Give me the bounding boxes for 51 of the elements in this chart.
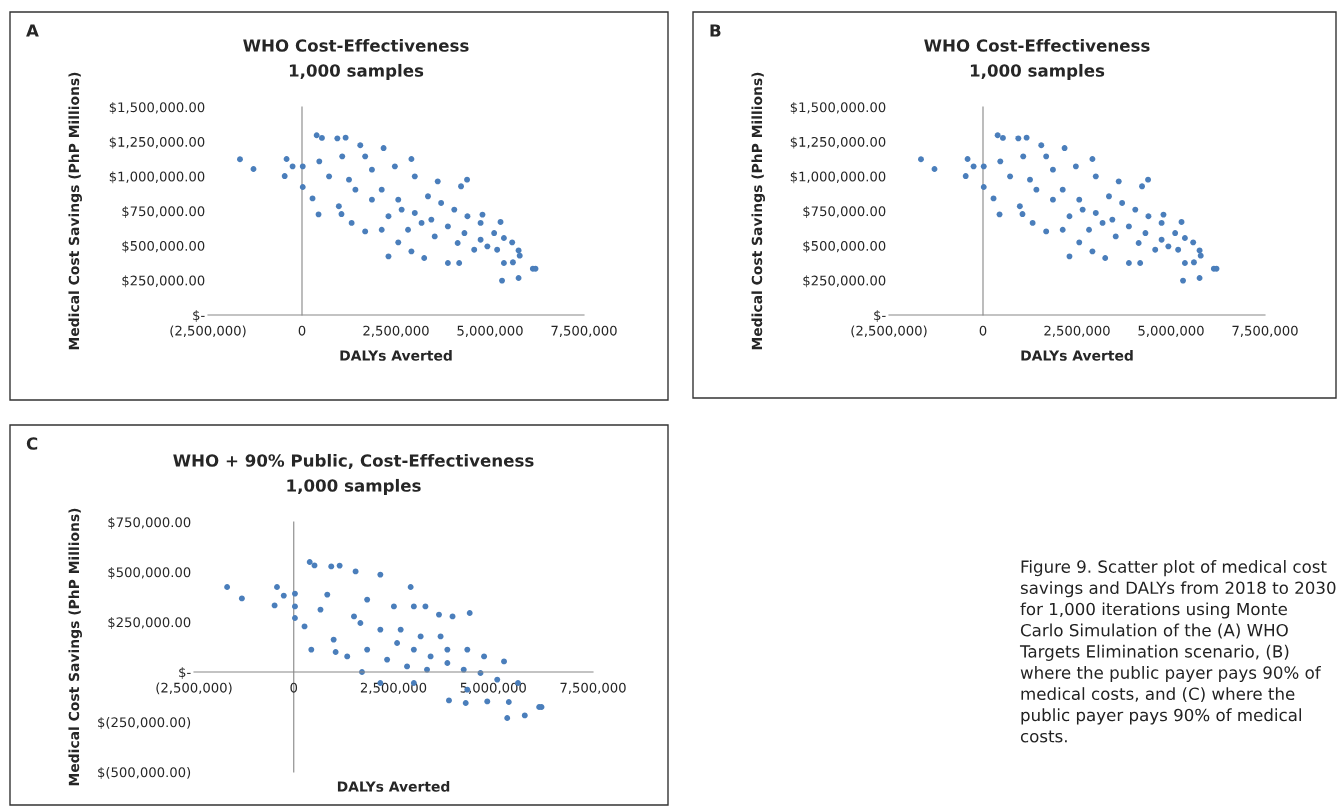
y-tick-label: $(250,000.00) (98, 716, 191, 729)
chart-subtitle: 1,000 samples (287, 478, 421, 496)
y-tick-label: $500,000.00 (122, 240, 205, 253)
x-axis-title: DALYs Averted (340, 350, 452, 361)
chart-title: WHO Cost-Effectiveness (243, 38, 469, 52)
x-tick-label: 5,000,000 (457, 325, 523, 337)
x-tick-label: 2,500,000 (363, 325, 429, 337)
text: C (26, 437, 38, 450)
x-tick-label: 0 (298, 325, 306, 336)
y-tick-label: $250,000.00 (108, 616, 191, 629)
y-axis-title: Medical Cost Savings (PhP Millions) (68, 72, 82, 350)
y-tick-label: $750,000.00 (803, 205, 886, 218)
y-tick-label: $500,000.00 (803, 240, 886, 253)
chart-title: WHO + 90% Public, Cost-Effectiveness (173, 453, 534, 469)
y-tick-label: $1,250,000.00 (109, 136, 205, 149)
y-tick-label: $1,500,000.00 (790, 101, 886, 114)
y-axis-title: Medical Cost Savings (PhP Millions) (68, 508, 82, 786)
x-tick-label: (2,500,000) (170, 325, 246, 338)
y-tick-label: $1,500,000.00 (109, 101, 205, 114)
y-axis-title: Medical Cost Savings (PhP Millions) (751, 72, 765, 350)
x-tick-label: 2,500,000 (360, 682, 427, 694)
x-tick-label: (2,500,000) (851, 325, 927, 338)
y-tick-label: $1,250,000.00 (790, 136, 886, 149)
y-tick-label: $750,000.00 (122, 205, 205, 218)
text: Figure 9. Scatter plot of medical cost savings and DALYs from 2018 to 2030 for 1,000 iterations using Monte Carlo Simulation of the (A) WHO Targets Elimination scenario, (B) where the public payer pays 90% of medical costs, and (C) where the public payer pays 90% of medical costs. (1019, 560, 1336, 743)
text: A (26, 24, 39, 37)
y-tick-label: $- (179, 666, 191, 679)
y-tick-label: $250,000.00 (803, 275, 886, 288)
y-tick-label: $- (193, 309, 205, 322)
x-axis-title: DALYs Averted (337, 781, 450, 792)
y-tick-label: $- (874, 309, 886, 322)
y-tick-label: $250,000.00 (122, 275, 205, 288)
x-tick-label: 0 (290, 682, 298, 693)
x-axis-title: DALYs Averted (1021, 350, 1133, 361)
x-tick-label: 5,000,000 (1138, 325, 1204, 337)
y-tick-label: $750,000.00 (108, 516, 191, 529)
x-tick-label: 7,500,000 (560, 682, 626, 694)
chart-title: WHO Cost-Effectiveness (924, 38, 1150, 52)
text: B (710, 24, 721, 37)
y-tick-label: $(500,000.00) (98, 766, 191, 779)
x-tick-label: (2,500,000) (156, 682, 232, 695)
x-tick-label: 2,500,000 (1044, 325, 1110, 337)
y-tick-label: $1,000,000.00 (790, 171, 886, 184)
x-tick-label: 5,000,000 (460, 682, 526, 694)
chart-subtitle: 1,000 samples (970, 63, 1105, 81)
y-tick-label: $500,000.00 (108, 566, 191, 579)
chart-subtitle: 1,000 samples (289, 63, 424, 81)
x-tick-label: 7,500,000 (551, 325, 617, 337)
x-tick-label: 0 (979, 325, 987, 336)
y-tick-label: $1,000,000.00 (109, 171, 205, 184)
x-tick-label: 7,500,000 (1232, 325, 1298, 337)
